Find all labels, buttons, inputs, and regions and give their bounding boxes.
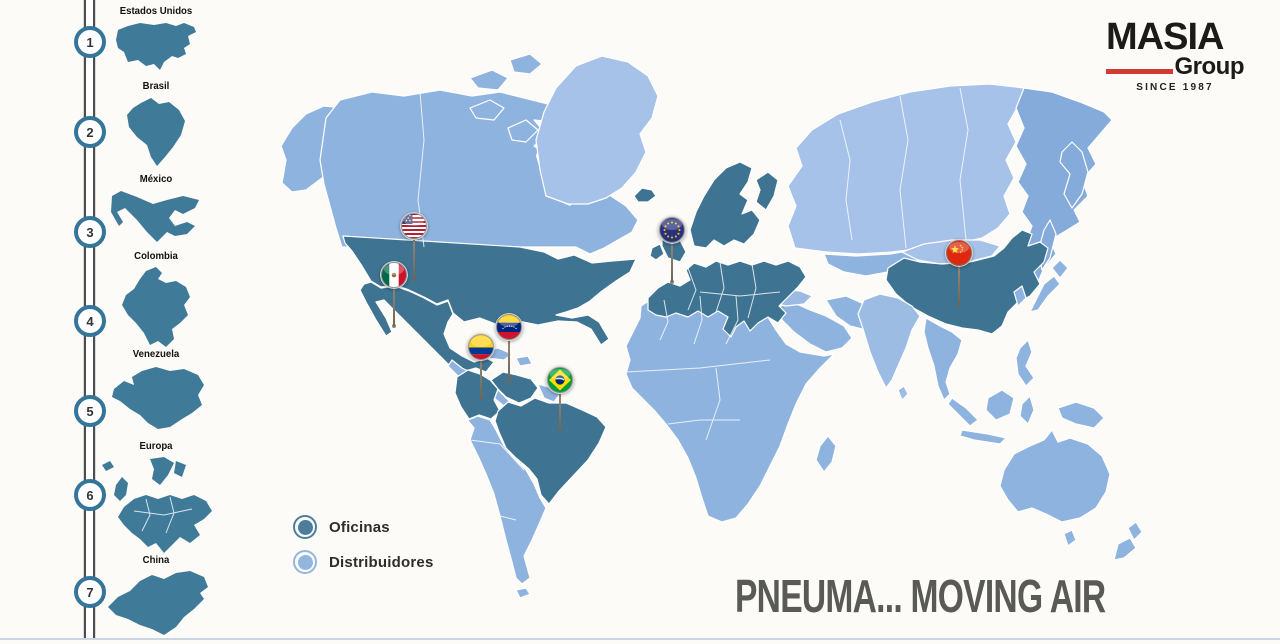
- sidebar-item-label: Estados Unidos: [119, 6, 193, 17]
- china: [885, 229, 1049, 335]
- pin-stick: [412, 237, 416, 281]
- sidebar-item-brasil: Brasil: [92, 81, 220, 174]
- sidebar-item-label: Brasil: [142, 81, 170, 92]
- step-number: 7: [86, 584, 94, 600]
- sidebar-item-label: Colombia: [134, 251, 178, 262]
- brazil-silhouette-icon: [127, 98, 185, 166]
- colombia-flag-icon: [467, 333, 495, 361]
- distributors-label: Distribuidores: [329, 553, 434, 571]
- sidebar-item-colombia: Colombia: [92, 251, 220, 354]
- sidebar-step-2: 2: [74, 116, 106, 148]
- step-number: 5: [86, 403, 94, 419]
- sidebar-step-7: 7: [74, 576, 106, 608]
- pin-venezuela[interactable]: [495, 313, 523, 383]
- legend: Oficinas Distribuidores: [293, 515, 433, 585]
- offices-label: Oficinas: [329, 518, 390, 536]
- pin-colombia[interactable]: [467, 333, 495, 400]
- sidebar-item-mexico: México: [92, 174, 220, 251]
- sidebar-step-4: 4: [74, 305, 106, 337]
- sidebar-item-venezuela: Venezuela: [92, 349, 220, 438]
- tagline: PNEUMA... MOVING AIR: [735, 570, 1106, 622]
- usa-silhouette-icon: [116, 23, 196, 70]
- sidebar-step-3: 3: [74, 216, 106, 248]
- pin-brazil[interactable]: [546, 366, 574, 433]
- pin-stick: [507, 338, 511, 383]
- brazil-flag-icon: [546, 366, 574, 394]
- usa: [342, 235, 637, 346]
- sidebar-item-label: Venezuela: [132, 349, 180, 360]
- sidebar-item-europa: Europa: [92, 441, 220, 562]
- sidebar-step-6: 6: [74, 479, 106, 511]
- russia: [787, 83, 1025, 255]
- mexico-flag-icon: [380, 261, 408, 289]
- colombia-silhouette-icon: [122, 267, 190, 347]
- china-silhouette-icon: [108, 571, 208, 635]
- step-number: 4: [86, 313, 94, 329]
- step-number: 1: [86, 34, 94, 50]
- venezuela-flag-icon: [495, 313, 523, 341]
- step-number: 6: [86, 487, 94, 503]
- eu-flag-icon: [658, 216, 686, 244]
- pin-china[interactable]: [945, 239, 973, 307]
- china-flag-icon: [945, 239, 973, 267]
- offices-swatch-icon: [293, 515, 317, 539]
- sidebar-item-estados-unidos: Estados Unidos: [92, 6, 220, 77]
- logo-subtitle: Group: [1174, 53, 1245, 81]
- bottom-divider: [0, 638, 1280, 640]
- sidebar-item-label: México: [139, 174, 173, 185]
- australia: [999, 429, 1111, 523]
- brazil: [494, 397, 607, 505]
- pin-stick: [670, 241, 674, 284]
- mexico-silhouette-icon: [111, 191, 199, 242]
- pin-stick: [957, 264, 961, 307]
- sidebar-item-label: Europa: [139, 441, 173, 452]
- sidebar-item-label: China: [142, 555, 170, 566]
- step-number: 2: [86, 124, 94, 140]
- legend-offices: Oficinas: [293, 515, 433, 539]
- greenland: [535, 55, 659, 205]
- step-number: 3: [86, 224, 94, 240]
- pin-europe[interactable]: [658, 216, 686, 284]
- europe-silhouette-icon: [102, 457, 212, 553]
- europe: [689, 161, 761, 249]
- distributors-swatch-icon: [293, 550, 317, 574]
- logo-since: SINCE 1987: [1136, 81, 1214, 93]
- legend-distributors: Distribuidores: [293, 550, 433, 574]
- pin-usa[interactable]: [400, 212, 428, 281]
- sidebar-step-1: 1: [74, 26, 106, 58]
- sidebar-item-china: China: [92, 555, 220, 644]
- logo-red-line: [1106, 68, 1173, 74]
- venezuela-silhouette-icon: [112, 367, 204, 429]
- pin-stick: [558, 391, 562, 433]
- sidebar-step-5: 5: [74, 395, 106, 427]
- pin-stick: [392, 286, 396, 328]
- company-logo: MASIA Group SINCE 1987: [1106, 16, 1245, 93]
- pin-mexico[interactable]: [380, 261, 408, 328]
- venezuela: [490, 371, 539, 404]
- pin-stick: [479, 358, 483, 400]
- logo-title: MASIA: [1106, 16, 1224, 58]
- usa-flag-icon: [400, 212, 428, 240]
